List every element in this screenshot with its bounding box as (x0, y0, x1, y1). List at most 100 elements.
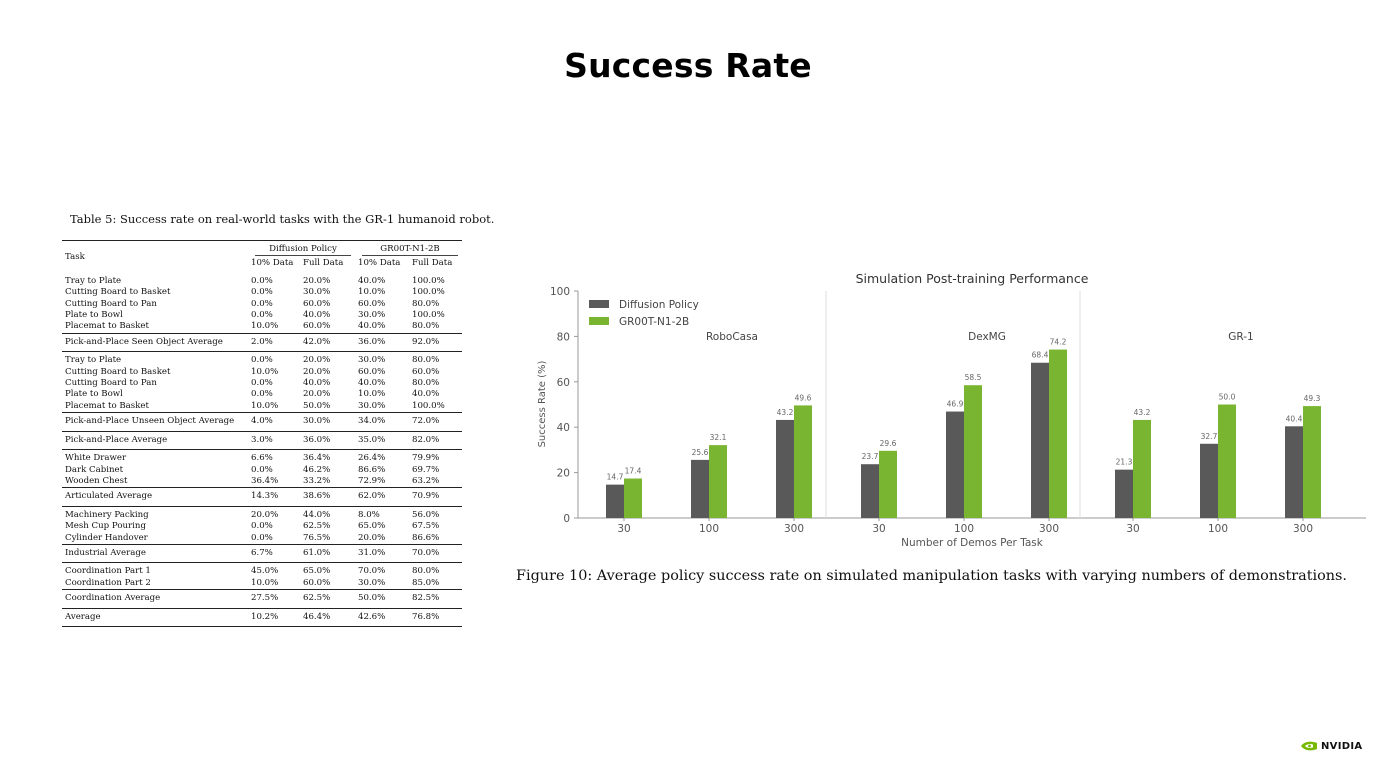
table-cell-task: Cutting Board to Basket (65, 366, 171, 377)
chart-bar-value-label: 14.7 (607, 473, 624, 482)
figure-caption: Figure 10: Average policy success rate o… (516, 568, 1347, 584)
table-cell-value: 20.0% (358, 532, 386, 543)
table-cell-value: 0.0% (248, 351, 300, 367)
table-cell-task: Mesh Cup Pouring (65, 521, 146, 532)
table-cell-value: 0.0% (251, 287, 273, 298)
table-cell-task: Coordination Part 2 (65, 577, 151, 588)
table-summary-row: Pick-and-Place Average 3.0% 36.0% 35.0% 82.0… (62, 430, 463, 451)
table-cell-value: 20.0% (303, 389, 331, 400)
table-cell-task: Pick-and-Place Seen Object Average (62, 332, 248, 352)
chart-bar (1285, 426, 1303, 518)
table-cell-value: 50.0% (303, 400, 331, 411)
table-header-task: Task (62, 239, 248, 273)
table-summary-row: Industrial Average 6.7% 61.0% 31.0% 70.0% (62, 543, 463, 564)
table-cell-value: 0.0% (251, 275, 273, 286)
table-cell-value: 80.0% (412, 378, 440, 389)
chart-bar (1031, 362, 1049, 518)
table-cell-value: 35.0% (355, 430, 409, 451)
table-summary-row: Pick-and-Place Unseen Object Average 4.0%… (62, 412, 463, 432)
table-cell-value: 30.0% (300, 412, 355, 432)
table-cell-task: Placemat to Basket (65, 400, 149, 411)
table-cell-value: 6.7% (248, 543, 300, 564)
chart-group-label: DexMG (968, 331, 1006, 343)
table-subheader: Full Data (412, 258, 453, 269)
chart-bar (1115, 469, 1133, 518)
table-cell-value: 36.4% (300, 449, 355, 465)
table-cell-value: 10.0% (251, 366, 279, 377)
table-cell-value: 50.0% (355, 589, 409, 609)
table-row: Tray to Plate 0.0% 20.0% 40.0% 100.0% (62, 273, 462, 287)
table-cell-value: 42.6% (355, 607, 409, 627)
table-cell-value: 82.5% (409, 589, 463, 609)
table-cell-value: 0.0% (251, 532, 273, 543)
chart-bar (606, 484, 624, 518)
chart-x-axis-label: Number of Demos Per Task (901, 537, 1044, 549)
table-cell-value: 100.0% (412, 310, 445, 321)
chart-y-tick-label: 60 (557, 377, 570, 389)
table-cell-value: 36.4% (251, 475, 279, 486)
table-cell-value: 42.0% (300, 332, 355, 352)
table-row: Wooden Chest 36.4% 33.2% 72.9% 63.2% (62, 476, 462, 488)
table-cell-value: 8.0% (355, 505, 409, 522)
table-cell-value: 20.0% (300, 351, 355, 367)
chart-bar-value-label: 74.2 (1050, 338, 1067, 347)
table-row: Plate to Bowl 0.0% 40.0% 30.0% 100.0% (62, 310, 462, 321)
table-cell-value: 30.0% (358, 400, 386, 411)
table-cell-value: 0.0% (251, 310, 273, 321)
table-summary-row: Articulated Average 14.3% 38.6% 62.0% 70.9% (62, 487, 463, 507)
table-cell-value: 72.9% (358, 475, 386, 486)
chart-x-tick-label: 30 (617, 523, 630, 535)
chart-group-label: RoboCasa (706, 331, 758, 343)
table-cell-value: 6.6% (248, 449, 300, 465)
table-cell-value: 40.0% (412, 389, 440, 400)
table-cell-value: 10.0% (251, 321, 279, 332)
chart-x-tick-label: 300 (1039, 523, 1059, 535)
table-cell-value: 20.0% (303, 366, 331, 377)
table-row: Coordination Part 1 45.0% 65.0% 70.0% 80.0% (62, 562, 463, 578)
table-row: Plate to Bowl 0.0% 20.0% 10.0% 40.0% (62, 389, 462, 400)
table-cell-task: Wooden Chest (65, 475, 128, 486)
table-cell-value: 10.0% (251, 400, 279, 411)
table-cell-task: Plate to Bowl (65, 310, 123, 321)
table-cell-value: 40.0% (303, 378, 331, 389)
table-cell-task: Pick-and-Place Unseen Object Average (62, 412, 248, 432)
table-cell-value: 30.0% (303, 287, 331, 298)
table-cell-value: 86.6% (412, 532, 440, 543)
chart-bar-value-label: 17.4 (625, 467, 642, 476)
table-cell-value: 60.0% (303, 321, 331, 332)
table-cell-value: 40.0% (358, 378, 386, 389)
chart-legend: Diffusion Policy GR00T-N1-2B (589, 299, 699, 328)
table-cell-value: 30.0% (358, 310, 386, 321)
table-cell-value: 69.7% (412, 464, 440, 475)
table-row: White Drawer 6.6% 36.4% 26.4% 79.9% (62, 449, 463, 465)
table-cell-value: 40.0% (358, 275, 386, 286)
table-cell-task: Pick-and-Place Average (62, 430, 248, 451)
table-row: Machinery Packing 20.0% 44.0% 8.0% 56.0% (62, 505, 463, 522)
table-cell-value: 82.0% (409, 430, 463, 451)
chart-y-tick-label: 0 (563, 513, 570, 525)
table-cell-value: 62.5% (300, 589, 355, 609)
table-cell-value: 60.0% (412, 366, 440, 377)
chart-title: Simulation Post-training Performance (856, 271, 1089, 286)
table-cell-value: 76.5% (303, 532, 331, 543)
chart-bar (624, 478, 642, 518)
table-cell-value: 0.0% (251, 298, 273, 309)
table-row: Mesh Cup Pouring 0.0% 62.5% 65.0% 67.5% (62, 521, 462, 532)
chart-bar-value-label: 32.1 (710, 433, 727, 442)
table-cell-task: Dark Cabinet (65, 464, 124, 475)
chart-bar (1200, 443, 1218, 518)
chart-bar-value-label: 43.2 (777, 408, 794, 417)
table-summary-row: Pick-and-Place Seen Object Average 2.0% 42… (62, 332, 463, 352)
chart-bar (776, 419, 794, 518)
chart-bar-value-label: 46.9 (947, 400, 964, 409)
chart-x-tick-label: 30 (872, 523, 885, 535)
table-cell-value: 100.0% (412, 287, 445, 298)
chart-x-tick-label: 300 (1293, 523, 1313, 535)
nvidia-eye-icon (1301, 741, 1317, 751)
table-cell-value: 63.2% (412, 475, 440, 486)
table-cell-task: Coordination Part 1 (62, 562, 248, 578)
legend-label-groot: GR00T-N1-2B (619, 316, 689, 328)
table-cell-value: 0.0% (251, 378, 273, 389)
nvidia-wordmark: NVIDIA (1321, 740, 1363, 752)
table-cell-value: 4.0% (248, 412, 300, 432)
